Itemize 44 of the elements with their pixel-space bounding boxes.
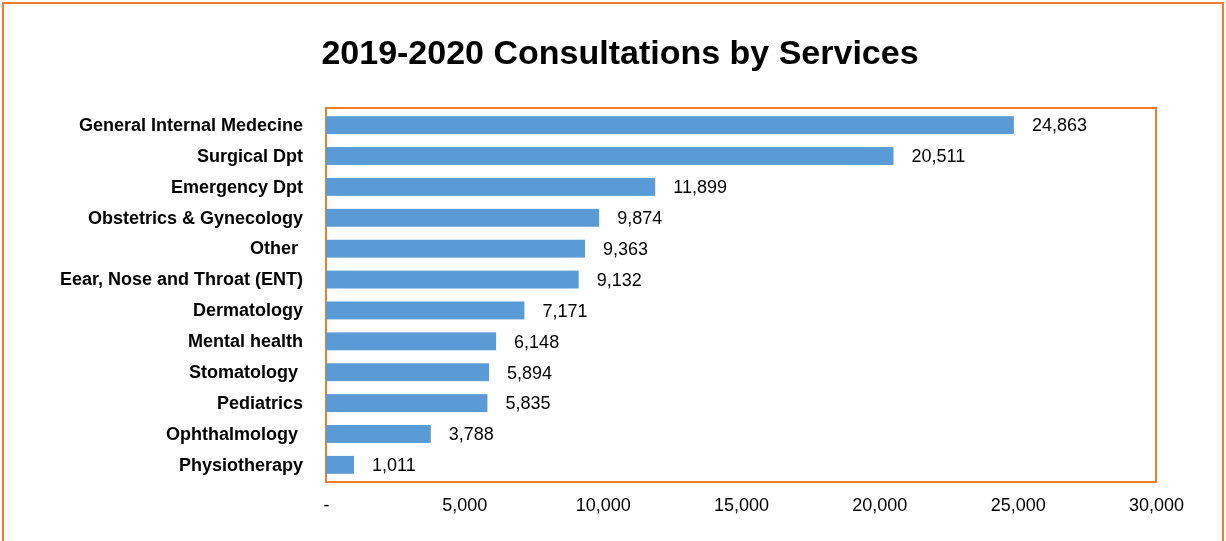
bar [326,116,1014,135]
data-label: 20,511 [911,146,966,167]
x-tick-label: 15,000 [713,495,770,516]
y-tick-label: Obstetrics & Gynecology [87,207,303,228]
chart-title: 2019-2020 Consultations by Services [321,33,919,71]
bar [326,301,525,320]
data-label: 7,171 [542,300,588,321]
data-label: 24,863 [1031,115,1087,136]
bar [326,455,354,474]
x-tick-label: 20,000 [852,495,908,516]
x-tick-label: - [323,495,330,516]
y-tick-label: Surgical Dpt [196,145,303,166]
data-label: 1,011 [371,455,416,476]
data-label: 11,899 [673,177,727,198]
bar [326,239,586,258]
bar [326,177,656,196]
y-tick-label: Other [249,238,303,259]
bar [326,270,579,289]
bar [326,208,600,227]
y-tick-label: Ophthalmology [166,423,303,444]
y-tick-label: Stomatology [188,361,303,382]
y-tick-label: General Internal Medecine [78,114,303,135]
y-tick-label: Dermatology [192,300,303,321]
x-tick-label: 30,000 [1128,495,1185,516]
data-label: 9,874 [617,208,663,229]
y-tick-label: Pediatrics [216,392,303,413]
data-label: 6,148 [514,331,560,352]
bar [326,394,488,413]
bar [326,332,497,351]
bar [326,363,490,382]
bar [326,425,431,443]
data-label: 5,894 [507,362,553,383]
x-tick-label: 25,000 [990,495,1046,516]
data-label: 9,363 [603,238,649,259]
y-tick-label: Mental health [187,331,303,352]
y-tick-label: Eear, Nose and Throat (ENT) [59,269,303,290]
bar [326,147,894,165]
data-label: 5,835 [505,393,551,414]
y-tick-label: Emergency Dpt [170,176,303,197]
data-label: 3,788 [448,424,494,445]
y-tick-label: Physiotherapy [178,454,303,475]
x-tick-label: 5,000 [442,495,488,516]
x-tick-label: 10,000 [575,495,631,516]
data-label: 9,132 [596,269,642,290]
